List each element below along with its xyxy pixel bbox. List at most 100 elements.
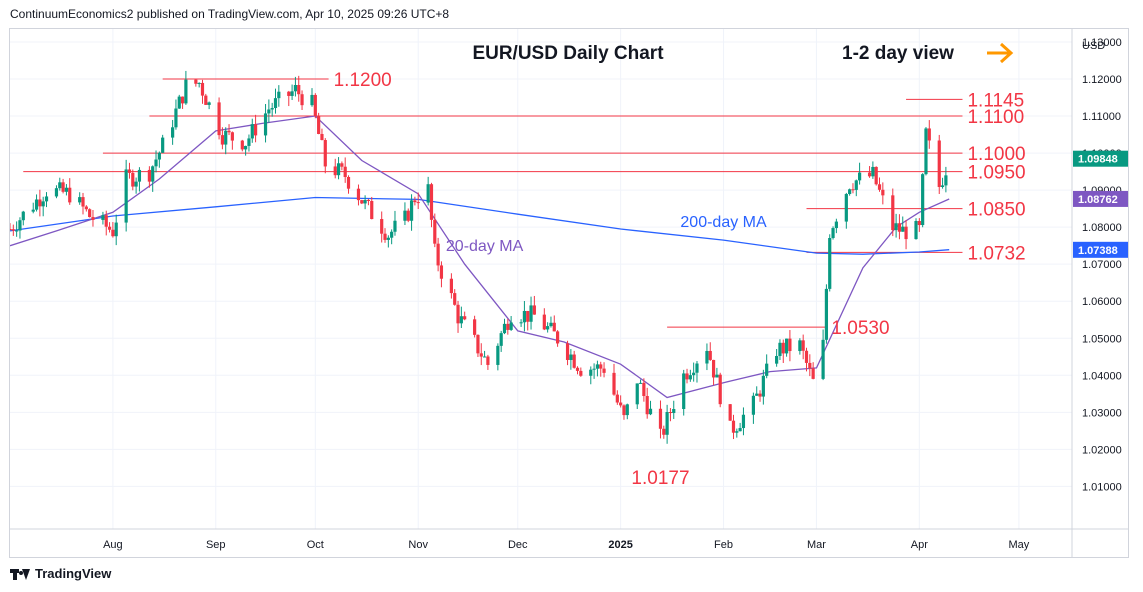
candle-body[interactable] <box>300 94 304 106</box>
candle-body[interactable] <box>642 382 646 396</box>
candle-body[interactable] <box>901 226 905 232</box>
candle-body[interactable] <box>924 128 928 175</box>
candle-body[interactable] <box>31 209 35 212</box>
candle-body[interactable] <box>91 217 95 220</box>
candle-body[interactable] <box>549 322 553 327</box>
candle-body[interactable] <box>184 79 188 104</box>
candle-body[interactable] <box>207 102 211 105</box>
price-axis[interactable]: 1.130001.120001.110001.100001.090001.080… <box>1073 37 1128 493</box>
candle-body[interactable] <box>101 215 105 220</box>
candle-body[interactable] <box>808 362 812 369</box>
candle-body[interactable] <box>313 94 317 117</box>
candle-body[interactable] <box>761 375 765 397</box>
candle-body[interactable] <box>204 95 208 105</box>
candle-body[interactable] <box>904 226 908 240</box>
candle-body[interactable] <box>194 79 198 84</box>
candle-body[interactable] <box>858 172 862 181</box>
candle-body[interactable] <box>11 229 15 231</box>
candle-body[interactable] <box>502 323 507 334</box>
candle-body[interactable] <box>937 140 941 187</box>
candle-body[interactable] <box>363 200 367 204</box>
candle-body[interactable] <box>267 109 271 114</box>
candle-body[interactable] <box>413 200 417 203</box>
candle-body[interactable] <box>366 200 371 202</box>
candle-body[interactable] <box>224 130 228 145</box>
candle-body[interactable] <box>137 169 142 182</box>
candle-body[interactable] <box>61 182 65 192</box>
candle-body[interactable] <box>848 189 852 194</box>
candle-body[interactable] <box>781 342 785 354</box>
candle-body[interactable] <box>682 373 686 410</box>
candle-body[interactable] <box>881 189 885 196</box>
candle-body[interactable] <box>323 140 327 167</box>
candle-body[interactable] <box>529 305 533 322</box>
candle-body[interactable] <box>171 127 175 138</box>
candle-body[interactable] <box>927 128 931 141</box>
candle-body[interactable] <box>154 159 158 167</box>
candle-body[interactable] <box>273 98 278 109</box>
candle-body[interactable] <box>871 166 875 177</box>
candle-body[interactable] <box>340 163 344 167</box>
candle-body[interactable] <box>755 393 759 396</box>
candle-body[interactable] <box>844 193 848 222</box>
candle-body[interactable] <box>346 176 351 189</box>
candle-body[interactable] <box>200 82 205 96</box>
candle-body[interactable] <box>393 220 397 232</box>
candle-body[interactable] <box>506 323 510 330</box>
candle-body[interactable] <box>482 356 487 358</box>
candle-body[interactable] <box>499 333 503 346</box>
candle-body[interactable] <box>692 372 696 376</box>
candle-body[interactable] <box>15 230 19 232</box>
candle-body[interactable] <box>426 184 430 203</box>
candle-body[interactable] <box>230 132 234 141</box>
candle-body[interactable] <box>44 196 49 202</box>
candle-body[interactable] <box>456 304 460 324</box>
candle-body[interactable] <box>21 211 25 221</box>
candle-body[interactable] <box>320 133 324 141</box>
candle-body[interactable] <box>174 108 178 128</box>
candle-body[interactable] <box>476 334 480 354</box>
candle-body[interactable] <box>34 199 39 210</box>
candle-body[interactable] <box>107 226 112 230</box>
candle-body[interactable] <box>18 220 22 231</box>
candle-body[interactable] <box>134 181 138 187</box>
candle-body[interactable] <box>453 293 457 305</box>
candle-body[interactable] <box>293 85 298 92</box>
candle-body[interactable] <box>114 222 118 237</box>
candle-body[interactable] <box>217 102 221 136</box>
candle-body[interactable] <box>851 189 855 191</box>
candle-body[interactable] <box>834 221 838 229</box>
candle-body[interactable] <box>111 229 115 237</box>
candle-body[interactable] <box>741 414 746 429</box>
candle-body[interactable] <box>602 368 606 373</box>
candle-body[interactable] <box>459 316 463 324</box>
candle-body[interactable] <box>821 339 825 379</box>
candle-body[interactable] <box>81 197 85 207</box>
candle-body[interactable] <box>8 229 12 230</box>
candle-body[interactable] <box>104 215 108 227</box>
candle-body[interactable] <box>486 356 490 365</box>
candle-body[interactable] <box>380 219 384 234</box>
candle-body[interactable] <box>877 184 882 190</box>
candle-body[interactable] <box>658 408 663 429</box>
candle-body[interactable] <box>406 210 410 221</box>
candle-body[interactable] <box>297 85 301 95</box>
candle-body[interactable] <box>635 383 639 405</box>
candle-body[interactable] <box>897 223 902 232</box>
candle-body[interactable] <box>244 145 248 150</box>
candle-body[interactable] <box>638 382 643 384</box>
candle-body[interactable] <box>708 350 712 360</box>
candle-body[interactable] <box>735 431 739 433</box>
candle-body[interactable] <box>250 124 254 139</box>
candle-body[interactable] <box>705 350 709 364</box>
candle-body[interactable] <box>409 200 414 221</box>
candle-body[interactable] <box>403 210 407 221</box>
candle-body[interactable] <box>386 237 390 240</box>
candle-body[interactable] <box>824 288 829 340</box>
candle-body[interactable] <box>914 220 918 240</box>
candle-body[interactable] <box>463 316 467 320</box>
candle-body[interactable] <box>619 402 623 406</box>
candle-body[interactable] <box>738 428 742 432</box>
candle-body[interactable] <box>891 195 895 231</box>
